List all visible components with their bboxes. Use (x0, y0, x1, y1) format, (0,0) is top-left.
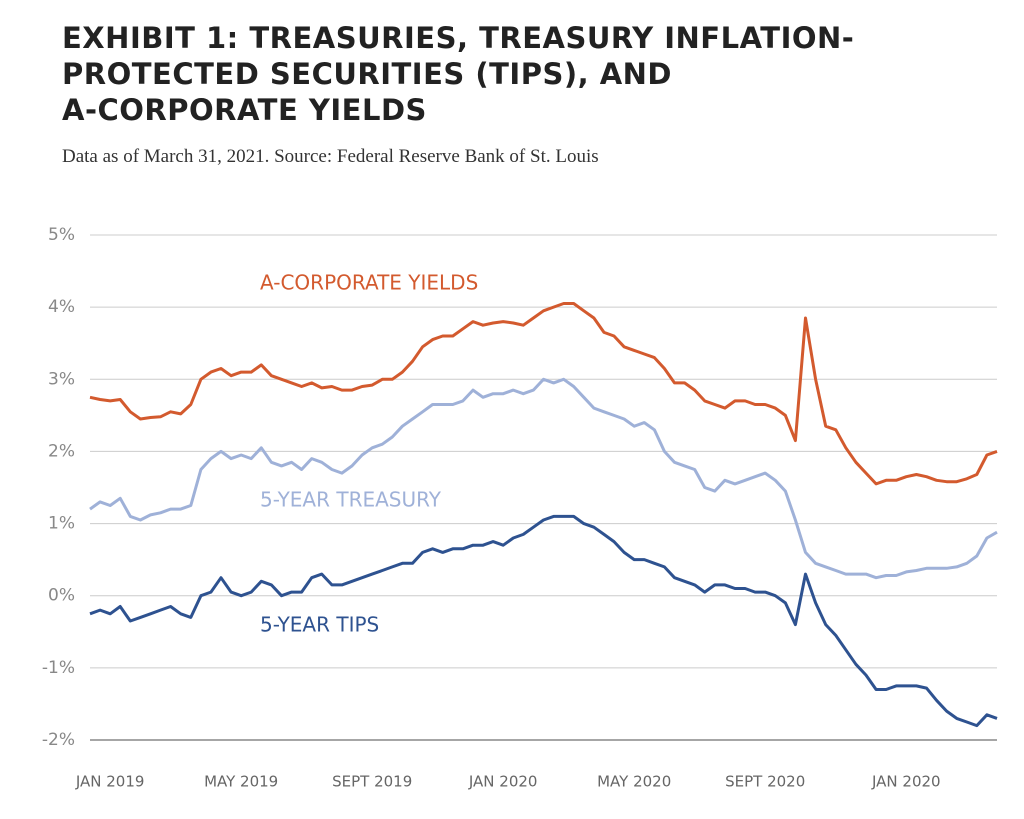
x-tick-label: JAN 2019 (75, 773, 145, 791)
line-series (89, 302, 998, 486)
line-series (89, 514, 998, 728)
y-tick-label: 3% (48, 369, 75, 389)
series-label: A-CORPORATE YIELDS (260, 271, 478, 295)
x-tick-label: MAY 2020 (597, 773, 671, 791)
series-label: 5-YEAR TIPS (260, 613, 379, 637)
line-series (89, 377, 998, 580)
y-tick-label: -2% (42, 730, 75, 750)
x-tick-label: SEPT 2020 (725, 773, 805, 791)
y-tick-label: 1% (48, 514, 75, 534)
y-tick-label: 2% (48, 441, 75, 461)
y-tick-label: 4% (48, 297, 75, 317)
x-tick-label: JAN 2020 (871, 773, 941, 791)
chart-title: EXHIBIT 1: TREASURIES, TREASURY INFLATIO… (62, 20, 854, 128)
y-tick-label: 0% (48, 586, 75, 606)
x-tick-label: MAY 2019 (204, 773, 278, 791)
x-tick-label: JAN 2020 (468, 773, 538, 791)
title-line: A-CORPORATE YIELDS (62, 93, 427, 127)
series-label: 5-YEAR TREASURY (260, 488, 442, 512)
x-tick-label: SEPT 2019 (332, 773, 412, 791)
y-tick-label: -1% (42, 658, 75, 678)
chart-subtitle: Data as of March 31, 2021. Source: Feder… (62, 146, 599, 167)
title-line: PROTECTED SECURITIES (TIPS), AND (62, 57, 673, 91)
y-tick-label: 5% (48, 225, 75, 245)
title-line: EXHIBIT 1: TREASURIES, TREASURY INFLATIO… (62, 21, 855, 55)
